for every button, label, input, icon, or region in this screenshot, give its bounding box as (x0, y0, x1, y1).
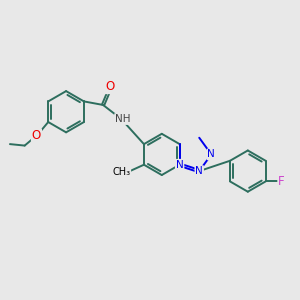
Text: CH₃: CH₃ (112, 167, 130, 177)
Text: F: F (278, 175, 285, 188)
Text: N: N (176, 160, 184, 170)
Text: O: O (32, 129, 41, 142)
Text: N: N (195, 166, 203, 176)
Text: N: N (208, 149, 215, 159)
Text: O: O (105, 80, 114, 93)
Text: NH: NH (115, 114, 130, 124)
